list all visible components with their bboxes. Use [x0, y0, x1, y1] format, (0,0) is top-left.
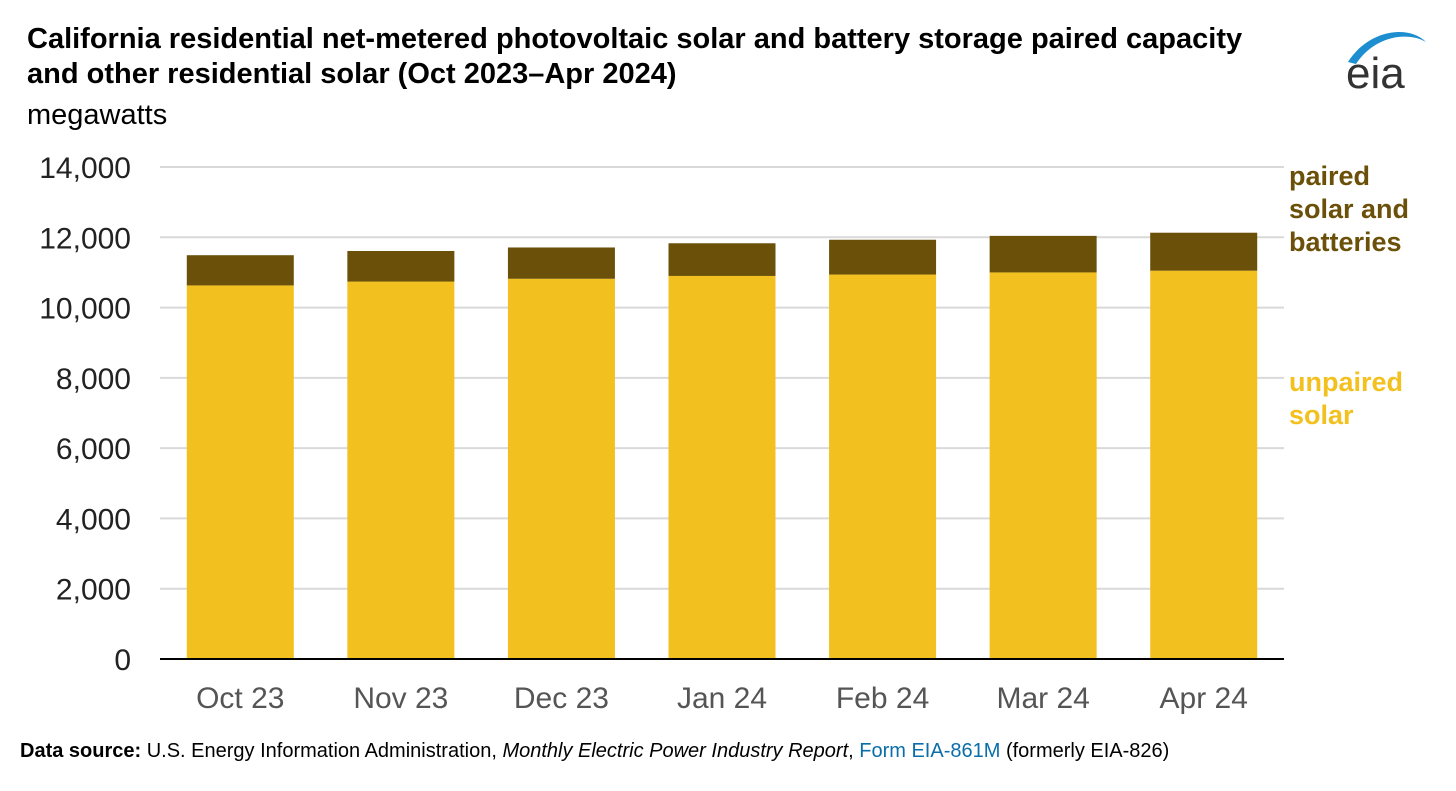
- legend-label-unpaired: solar: [1289, 400, 1354, 430]
- bar-segment-paired-solar-batteries: [507, 247, 615, 279]
- legend-label-paired: paired: [1289, 161, 1370, 191]
- eia-logo-icon: eia: [1346, 31, 1426, 94]
- source-separator: ,: [848, 740, 860, 762]
- source-note: (formerly EIA-826): [1000, 740, 1170, 762]
- svg-text:eia: eia: [1346, 49, 1405, 94]
- bar-segment-unpaired-solar: [347, 281, 455, 659]
- legend-label-paired: batteries: [1289, 227, 1402, 257]
- x-tick-label: Jan 24: [677, 682, 767, 715]
- x-tick-label: Feb 24: [836, 682, 929, 715]
- legend-label-unpaired: unpaired: [1289, 367, 1403, 397]
- bar-segment-unpaired-solar: [668, 275, 776, 659]
- x-tick-label: Nov 23: [353, 682, 448, 715]
- bar-segment-paired-solar-batteries: [668, 243, 776, 276]
- bar-segment-unpaired-solar: [829, 274, 937, 659]
- bar-segment-unpaired-solar: [989, 272, 1097, 659]
- bar-segment-unpaired-solar: [186, 285, 294, 659]
- data-source-note: Data source: U.S. Energy Information Adm…: [20, 738, 1169, 764]
- bar-segment-unpaired-solar: [1150, 270, 1258, 659]
- bar-segment-paired-solar-batteries: [989, 235, 1097, 273]
- y-tick-label: 6,000: [56, 433, 131, 466]
- publication-name: Monthly Electric Power Industry Report: [502, 740, 849, 762]
- bar-segment-paired-solar-batteries: [829, 239, 937, 275]
- x-tick-label: Dec 23: [514, 682, 609, 715]
- x-tick-label: Mar 24: [996, 682, 1089, 715]
- bar-segment-paired-solar-batteries: [347, 250, 455, 282]
- x-tick-label: Apr 24: [1160, 682, 1248, 715]
- form-eia-861m-link[interactable]: Form EIA-861M: [859, 740, 1001, 762]
- y-tick-label: 4,000: [56, 503, 131, 536]
- chart-units-label: megawatts: [27, 99, 168, 131]
- y-tick-label: 2,000: [56, 574, 131, 607]
- y-tick-label: 10,000: [39, 293, 131, 326]
- chart-title: California residential net-metered photo…: [27, 23, 1243, 90]
- y-tick-label: 0: [114, 644, 131, 677]
- y-tick-label: 12,000: [39, 222, 131, 255]
- legend-label-paired: solar and: [1289, 194, 1409, 224]
- x-tick-label: Oct 23: [196, 682, 284, 715]
- bar-segment-paired-solar-batteries: [1150, 232, 1258, 271]
- y-tick-label: 14,000: [39, 152, 131, 185]
- data-source-text: U.S. Energy Information Administration,: [141, 740, 503, 762]
- bar-segment-paired-solar-batteries: [186, 255, 294, 286]
- bar-segment-unpaired-solar: [507, 278, 615, 659]
- y-tick-label: 8,000: [56, 363, 131, 396]
- data-source-label: Data source:: [20, 740, 142, 762]
